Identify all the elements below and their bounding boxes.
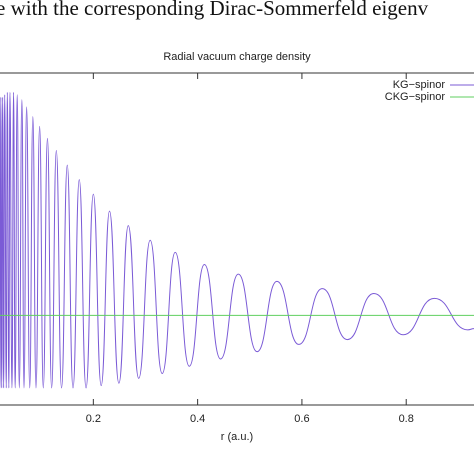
chart-title: Radial vacuum charge density — [163, 51, 311, 63]
x-tick-label: 0.8 — [399, 413, 414, 425]
plot-frame — [0, 72, 474, 406]
legend-label: KG−spinor — [393, 79, 446, 91]
x-tick-label: 0.2 — [86, 413, 101, 425]
caption: e with the corresponding Dirac-Sommerfel… — [0, 0, 429, 20]
legend-label: CKG−spinor — [385, 91, 446, 103]
x-tick-label: 0.4 — [190, 413, 205, 425]
x-axis-label: r (a.u.) — [221, 431, 253, 443]
series-line — [0, 91, 474, 389]
x-tick-label: 0.6 — [294, 413, 309, 425]
